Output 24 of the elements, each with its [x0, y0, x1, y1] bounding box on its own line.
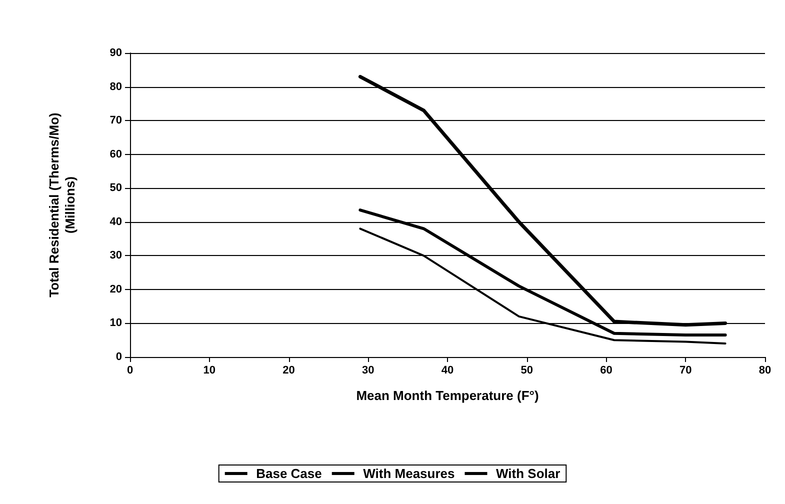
y-tick-label: 60	[110, 148, 122, 160]
y-tick-label: 50	[110, 182, 122, 194]
y-tick-label: 90	[110, 47, 122, 59]
y-tick-label: 10	[110, 317, 122, 330]
x-tick-label: 30	[362, 364, 374, 376]
x-tick-label: 0	[126, 364, 134, 376]
x-tick-label: 10	[203, 364, 216, 376]
y-tick-label: 20	[110, 283, 122, 296]
legend-label: Base Case	[256, 466, 322, 481]
y-tick-label: 0	[116, 351, 122, 363]
x-tick-label: 20	[282, 364, 295, 376]
x-tick-label: 60	[600, 364, 612, 376]
x-axis-title: Mean Month Temperature (F°)	[356, 388, 539, 403]
x-tick-label: 70	[680, 364, 692, 376]
x-tick-label: 80	[758, 364, 772, 376]
legend-label: With Solar	[496, 466, 560, 481]
y-tick-label: 80	[110, 80, 122, 93]
y-tick-label: 40	[110, 216, 122, 228]
y-tick-label: 70	[110, 114, 122, 127]
legend-label: With Measures	[363, 466, 455, 481]
x-tick-label: 50	[520, 364, 533, 376]
x-tick-label: 40	[441, 364, 454, 376]
y-axis-title: Total Residential (Therms/Mo) (Millions)	[46, 112, 78, 298]
y-tick-label: 30	[110, 250, 122, 262]
